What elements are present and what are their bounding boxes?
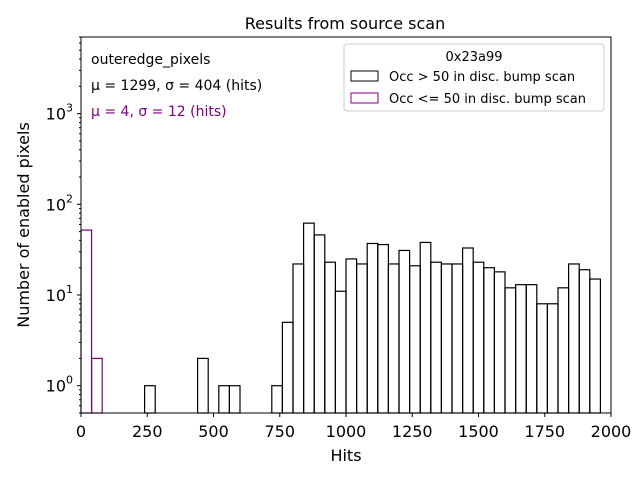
legend: 0x23a99 Occ > 50 in disc. bump scan Occ … bbox=[343, 43, 605, 112]
x-tick-label: 500 bbox=[198, 422, 229, 441]
annotation-pixel-group: outeredge_pixels bbox=[91, 52, 210, 68]
y-axis: 100 101 102 103 bbox=[46, 36, 81, 414]
chart-title: Results from source scan bbox=[245, 14, 445, 33]
x-tick-label: 1000 bbox=[326, 422, 367, 441]
x-tick-label: 250 bbox=[132, 422, 163, 441]
x-tick-label: 750 bbox=[264, 422, 295, 441]
annotation-low-occ-stats: μ = 4, σ = 12 (hits) bbox=[91, 104, 227, 120]
y-axis-label: Number of enabled pixels bbox=[14, 122, 33, 328]
legend-label-occ-low: Occ <= 50 in disc. bump scan bbox=[389, 92, 586, 107]
legend-label-occ-high: Occ > 50 in disc. bump scan bbox=[389, 70, 575, 85]
annotation-main-stats: μ = 1299, σ = 404 (hits) bbox=[91, 78, 262, 94]
y-tick-label: 100 bbox=[46, 374, 73, 396]
x-tick-label: 1500 bbox=[458, 422, 499, 441]
legend-box bbox=[343, 43, 605, 112]
x-tick-label: 1250 bbox=[392, 422, 433, 441]
x-tick-label: 2000 bbox=[591, 422, 632, 441]
y-tick-label: 101 bbox=[46, 283, 73, 305]
y-tick-label: 103 bbox=[46, 102, 73, 124]
x-tick-label: 0 bbox=[76, 422, 86, 441]
legend-title: 0x23a99 bbox=[445, 50, 502, 65]
x-axis: 0 250 500 750 1000 1250 1500 1750 2000 bbox=[76, 413, 631, 441]
x-axis-label: Hits bbox=[330, 446, 361, 465]
legend-swatch-occ-low bbox=[350, 92, 379, 104]
x-tick-label: 1750 bbox=[524, 422, 565, 441]
legend-swatch-occ-high bbox=[350, 70, 379, 82]
y-tick-label: 102 bbox=[46, 192, 73, 214]
